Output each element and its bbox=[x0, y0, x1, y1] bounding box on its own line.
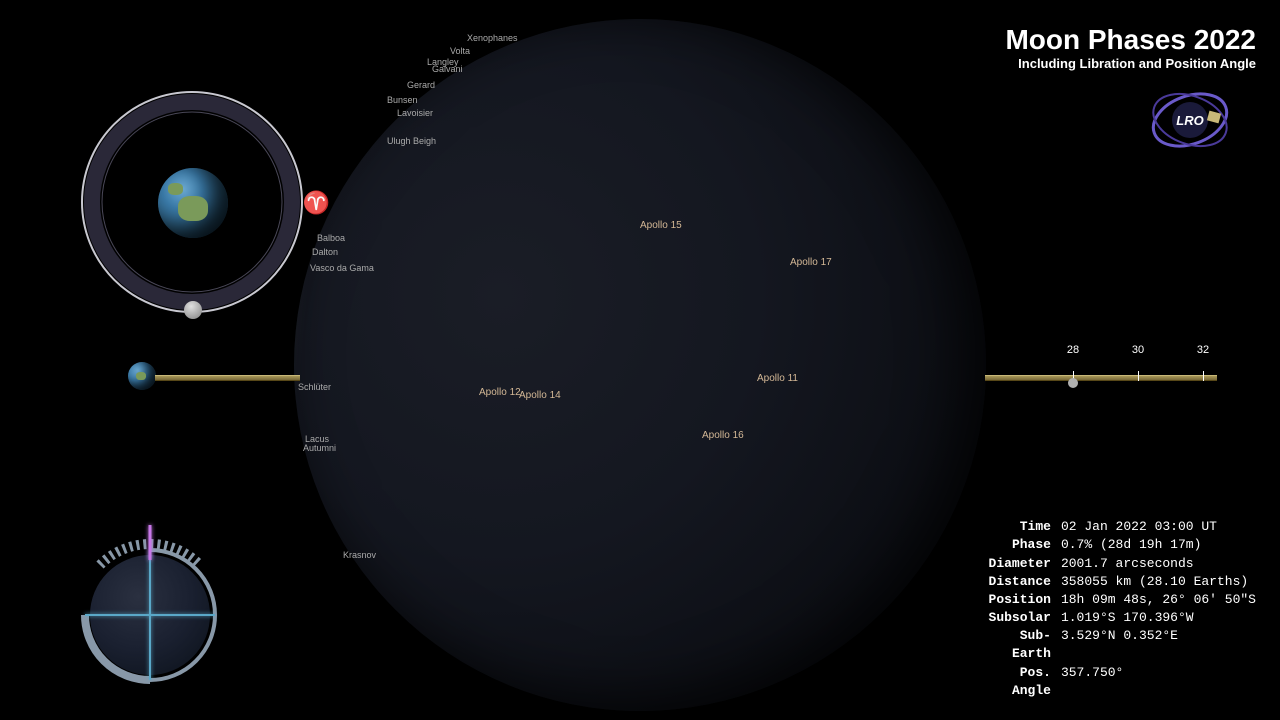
scale-tick-label: 32 bbox=[1197, 344, 1209, 356]
apollo-label: Apollo 12 bbox=[479, 387, 521, 398]
data-value: 02 Jan 2022 03:00 UT bbox=[1061, 518, 1217, 536]
scale-bar-left bbox=[155, 375, 300, 381]
scale-tick-label: 30 bbox=[1132, 344, 1144, 356]
crater-label: Bunsen bbox=[387, 95, 418, 105]
crater-label: Schlüter bbox=[298, 382, 331, 392]
title-sub: Including Libration and Position Angle bbox=[1005, 56, 1256, 71]
data-value: 18h 09m 48s, 26° 06' 50"S bbox=[1061, 591, 1256, 609]
crater-label: Gerard bbox=[407, 80, 435, 90]
crater-label: Xenophanes bbox=[467, 33, 518, 43]
scale-tick bbox=[1203, 371, 1204, 381]
data-label: Distance bbox=[981, 573, 1061, 591]
data-label: Subsolar bbox=[981, 609, 1061, 627]
scale-bar-right bbox=[985, 375, 1217, 381]
svg-text:LRO: LRO bbox=[1176, 113, 1203, 128]
data-value: 357.750° bbox=[1061, 664, 1123, 700]
moon-orbit-marker bbox=[184, 301, 202, 319]
data-label: Phase bbox=[981, 536, 1061, 554]
data-row: Phase0.7% (28d 19h 17m) bbox=[981, 536, 1256, 554]
title-block: Moon Phases 2022 Including Libration and… bbox=[1005, 24, 1256, 71]
scale-tick-label: 28 bbox=[1067, 344, 1079, 356]
compass-vertical bbox=[149, 550, 151, 680]
data-label: Sub-Earth bbox=[981, 627, 1061, 663]
data-label: Diameter bbox=[981, 555, 1061, 573]
crater-label: Krasnov bbox=[343, 550, 376, 560]
data-row: Time02 Jan 2022 03:00 UT bbox=[981, 518, 1256, 536]
data-row: Diameter2001.7 arcseconds bbox=[981, 555, 1256, 573]
apollo-label: Apollo 15 bbox=[640, 220, 682, 231]
data-row: Distance358055 km (28.10 Earths) bbox=[981, 573, 1256, 591]
earth-scale bbox=[128, 362, 156, 390]
data-label: Time bbox=[981, 518, 1061, 536]
crater-label: Volta bbox=[450, 46, 470, 56]
earth-orbit bbox=[158, 168, 228, 238]
data-row: Sub-Earth3.529°N 0.352°E bbox=[981, 627, 1256, 663]
data-value: 358055 km (28.10 Earths) bbox=[1061, 573, 1248, 591]
data-value: 1.019°S 170.396°W bbox=[1061, 609, 1194, 627]
orbit-widget: ♈ bbox=[80, 90, 305, 315]
scale-tick bbox=[1138, 371, 1139, 381]
crater-label: Autumni bbox=[303, 443, 336, 453]
apollo-label: Apollo 17 bbox=[790, 257, 832, 268]
crater-label: Balboa bbox=[317, 233, 345, 243]
data-value: 3.529°N 0.352°E bbox=[1061, 627, 1178, 663]
data-label: Position bbox=[981, 591, 1061, 609]
crater-label: Dalton bbox=[312, 247, 338, 257]
crater-label: Ulugh Beigh bbox=[387, 136, 436, 146]
data-row: Subsolar1.019°S 170.396°W bbox=[981, 609, 1256, 627]
data-row: Pos. Angle357.750° bbox=[981, 664, 1256, 700]
lro-logo: LRO bbox=[1150, 80, 1230, 160]
moon-scale-marker bbox=[1068, 378, 1078, 388]
moon-terminator bbox=[294, 19, 986, 711]
crater-label: Lavoisier bbox=[397, 108, 433, 118]
compass-north-marker bbox=[149, 525, 152, 560]
data-label: Pos. Angle bbox=[981, 664, 1061, 700]
aries-symbol: ♈ bbox=[303, 190, 330, 216]
title-main: Moon Phases 2022 bbox=[1005, 24, 1256, 56]
apollo-label: Apollo 14 bbox=[519, 390, 561, 401]
compass-widget bbox=[70, 535, 230, 695]
apollo-label: Apollo 16 bbox=[702, 430, 744, 441]
data-value: 0.7% (28d 19h 17m) bbox=[1061, 536, 1201, 554]
crater-label: Galvani bbox=[432, 64, 463, 74]
apollo-label: Apollo 11 bbox=[757, 373, 798, 384]
data-row: Position18h 09m 48s, 26° 06' 50"S bbox=[981, 591, 1256, 609]
data-value: 2001.7 arcseconds bbox=[1061, 555, 1194, 573]
crater-label: Vasco da Gama bbox=[310, 263, 374, 273]
data-panel: Time02 Jan 2022 03:00 UTPhase0.7% (28d 1… bbox=[981, 518, 1256, 700]
